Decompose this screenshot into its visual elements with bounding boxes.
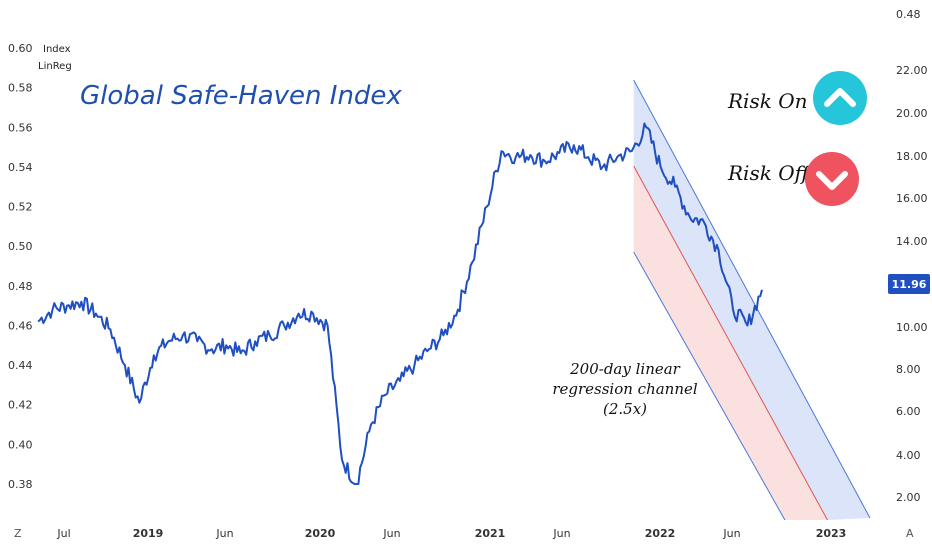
right-tick-label: 22.00 (896, 64, 928, 77)
left-tick-label: 0.54 (8, 161, 33, 174)
regression-lower-line (633, 251, 786, 521)
left-tick-label: 0.48 (8, 280, 33, 293)
series-line-index (37, 122, 763, 486)
left-tick-label: 0.46 (8, 319, 33, 332)
right-tick-label: 10.00 (896, 321, 928, 334)
annotation-line-3: (2.5x) (603, 400, 647, 418)
right-tick-label: 4.00 (896, 449, 921, 462)
left-tick-label: 0.38 (8, 478, 33, 491)
x-tick-label: 2022 (645, 527, 676, 540)
chevron-up-icon (824, 88, 856, 107)
left-tick-label: 0.50 (8, 240, 33, 253)
legend-index: Index (43, 44, 71, 55)
right-tick-label: 0.48 (896, 8, 921, 21)
left-tick-label: 0.42 (8, 399, 33, 412)
right-tick-label: 14.00 (896, 235, 928, 248)
risk-on-label: Risk On (727, 89, 807, 113)
right-tick-label: 2.00 (896, 491, 921, 504)
left-tick-label: 0.60 (8, 42, 33, 55)
x-tick-label: Jun (215, 527, 233, 540)
risk-on-icon (813, 71, 867, 125)
regression-mid-line (633, 165, 828, 521)
risk-off-icon (805, 152, 859, 206)
regression-upper-line (633, 79, 871, 519)
left-tick-label: 0.40 (8, 438, 33, 451)
x-tick-label: 2020 (305, 527, 336, 540)
right-tick-label: 16.00 (896, 192, 928, 205)
x-axis: Jul 2019 Jun 2020 Jun 2021 Jun 2022 Jun 2023 (56, 527, 846, 540)
chart-title: Global Safe-Haven Index (80, 81, 402, 111)
corner-label-left[interactable]: Z (14, 527, 22, 540)
right-axis: 0.4822.0020.0018.0016.0014.0012.0010.008… (896, 8, 928, 504)
left-tick-label: 0.56 (8, 121, 33, 134)
last-value-text: 11.96 (892, 278, 927, 291)
chevron-down-icon (816, 171, 848, 190)
right-tick-label: 20.00 (896, 107, 928, 120)
risk-off-label: Risk Off (727, 161, 813, 185)
x-tick-label: 2021 (475, 527, 506, 540)
left-tick-label: 0.44 (8, 359, 33, 372)
right-tick-label: 8.00 (896, 363, 921, 376)
x-tick-label: 2023 (816, 527, 847, 540)
right-tick-label: 18.00 (896, 150, 928, 163)
x-tick-label: Jun (552, 527, 570, 540)
legend-linreg: LinReg (38, 61, 72, 72)
x-tick-label: 2019 (133, 527, 164, 540)
last-value-badge (888, 274, 930, 294)
annotation-line-2: regression channel (552, 380, 698, 398)
left-tick-label: 0.58 (8, 82, 33, 95)
annotation-line-1: 200-day linear (569, 360, 681, 378)
x-tick-label: Jul (56, 527, 70, 540)
x-tick-label: Jun (382, 527, 400, 540)
x-tick-label: Jun (722, 527, 740, 540)
corner-label-right[interactable]: A (906, 527, 914, 540)
right-tick-label: 6.00 (896, 405, 921, 418)
left-axis: 0.60 0.58 0.56 0.54 0.52 0.50 0.48 0.46 0.44 0.42… (8, 42, 33, 491)
left-tick-label: 0.52 (8, 201, 33, 214)
